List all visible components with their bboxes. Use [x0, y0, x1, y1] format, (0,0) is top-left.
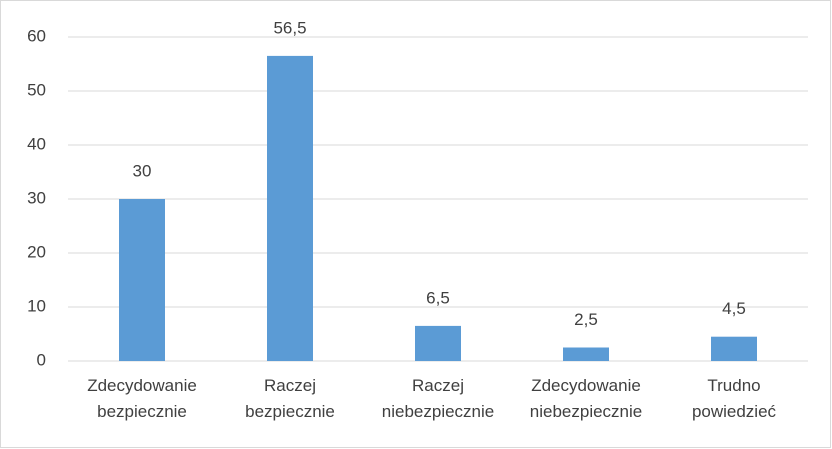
bar — [415, 325, 461, 361]
x-tick-label-line: Zdecydowanie — [87, 376, 197, 395]
y-tick-label: 30 — [27, 188, 46, 207]
x-tick-label-line: niebezpiecznie — [530, 402, 642, 421]
value-label: 56,5 — [273, 18, 306, 37]
bar — [563, 347, 609, 361]
bar — [267, 55, 313, 362]
y-tick-label: 0 — [37, 350, 46, 369]
y-tick-label: 40 — [27, 134, 46, 153]
x-tick-label-line: powiedzieć — [692, 402, 777, 421]
x-tick-label-line: Zdecydowanie — [531, 376, 641, 395]
y-tick-label: 50 — [27, 80, 46, 99]
y-tick-label: 20 — [27, 242, 46, 261]
y-tick-label: 10 — [27, 296, 46, 315]
x-tick-label-line: bezpiecznie — [97, 402, 187, 421]
x-tick-label: Raczej niebezpiecznie — [382, 376, 494, 421]
x-tick-label-line: Raczej — [264, 376, 316, 395]
bar — [711, 336, 757, 361]
x-tick-label-line: bezpiecznie — [245, 402, 335, 421]
value-label: 2,5 — [574, 310, 598, 329]
x-tick-label-line: niebezpiecznie — [382, 402, 494, 421]
value-label: 4,5 — [722, 299, 746, 318]
x-tick-label-line: Raczej — [412, 376, 464, 395]
bar — [119, 199, 165, 361]
x-tick-label-line: Trudno — [707, 376, 760, 395]
value-label: 30 — [133, 161, 152, 180]
y-tick-label: 60 — [27, 26, 46, 45]
x-tick-label: Zdecydowanie niebezpiecznie — [530, 376, 642, 421]
x-tick-label: Zdecydowanie bezpiecznie — [87, 376, 197, 421]
value-label: 6,5 — [426, 288, 450, 307]
x-tick-label: Trudno powiedzieć — [692, 376, 777, 421]
x-tick-label: Raczej bezpiecznie — [245, 376, 335, 421]
